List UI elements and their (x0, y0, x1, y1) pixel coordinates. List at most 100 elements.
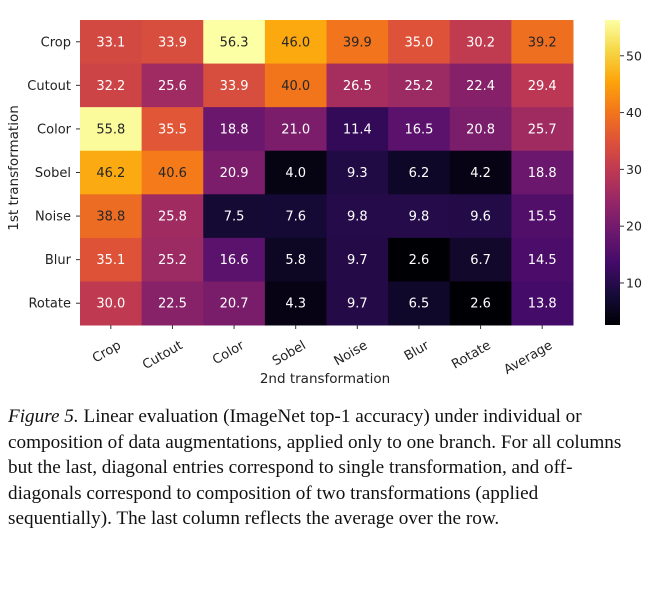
heatmap-cell (80, 237, 143, 282)
heatmap-cell (326, 107, 389, 152)
cell-value-label: 40.0 (281, 79, 310, 94)
heatmap-cell (141, 107, 204, 152)
heatmap-cell (203, 237, 266, 282)
heatmap-cell (449, 107, 512, 152)
cell-value-label: 32.2 (96, 79, 125, 94)
heatmap-cell (80, 150, 143, 195)
heatmap-cell (511, 63, 574, 108)
cell-value-label: 40.6 (158, 166, 187, 181)
y-tick-label: Rotate (28, 297, 71, 312)
heatmap-cell (80, 63, 143, 108)
cell-value-label: 20.9 (220, 166, 249, 181)
y-tick-label: Sobel (35, 166, 71, 181)
heatmap-cells (80, 20, 574, 326)
colorbar (605, 20, 620, 325)
cell-value-label: 39.9 (343, 35, 372, 50)
cell-value-label: 9.7 (347, 253, 368, 268)
heatmap-cell (203, 20, 266, 65)
heatmap-cell (511, 107, 574, 152)
heatmap-cell (511, 237, 574, 282)
cell-value-label: 30.0 (96, 297, 125, 312)
heatmap-cell (326, 237, 389, 282)
x-tick-label: Average (501, 338, 555, 378)
cell-value-label: 6.2 (409, 166, 430, 181)
x-tick-label: Noise (332, 338, 371, 369)
heatmap-cell (388, 20, 451, 65)
colorbar-tick-label: 30 (626, 162, 642, 177)
cell-value-label: 33.9 (220, 79, 249, 94)
heatmap-cell (449, 20, 512, 65)
heatmap-cell (203, 281, 266, 326)
y-tick-labels: Crop Cutout Color Sobel Noise Blur Rotate (27, 35, 80, 312)
heatmap-cell (264, 20, 327, 65)
cell-value-label: 25.2 (158, 253, 187, 268)
x-axis-label: 2nd transformation (260, 371, 390, 387)
x-tick-label: Sobel (270, 338, 309, 369)
figure-caption: Figure 5. Linear evaluation (ImageNet to… (8, 404, 640, 532)
cell-value-label: 29.4 (528, 79, 557, 94)
y-tick-label: Color (37, 122, 72, 137)
heatmap-cell (388, 107, 451, 152)
cell-value-label: 33.9 (158, 35, 187, 50)
cell-value-label: 20.8 (466, 122, 495, 137)
heatmap-cell (326, 194, 389, 239)
colorbar-ticks: 10 20 30 40 50 (620, 48, 642, 290)
x-tick-label: Blur (402, 338, 433, 364)
cell-value-label: 11.4 (343, 122, 372, 137)
cell-value-label: 22.4 (466, 79, 495, 94)
cell-value-label: 46.2 (96, 166, 125, 181)
x-tick-label: Cutout (140, 338, 185, 373)
heatmap-cell (80, 20, 143, 65)
heatmap-cell (80, 107, 143, 152)
cell-value-label: 18.8 (528, 166, 557, 181)
heatmap-cell (388, 150, 451, 195)
heatmap-cell (449, 150, 512, 195)
cell-value-label: 21.0 (281, 122, 310, 137)
cell-value-label: 25.8 (158, 210, 187, 225)
cell-value-label: 2.6 (470, 297, 491, 312)
heatmap-cell (326, 150, 389, 195)
y-tick-label: Crop (41, 35, 71, 50)
cell-value-label: 9.3 (347, 166, 368, 181)
y-tick-label: Noise (35, 210, 71, 225)
x-tick-label: Rotate (449, 338, 493, 372)
cell-value-label: 7.6 (285, 210, 306, 225)
x-tick-label: Crop (90, 338, 124, 366)
heatmap-cell (388, 194, 451, 239)
heatmap-cell (203, 63, 266, 108)
cell-value-label: 39.2 (528, 35, 557, 50)
cell-value-label: 22.5 (158, 297, 187, 312)
heatmap-cell (511, 281, 574, 326)
cell-value-label: 15.5 (528, 210, 557, 225)
heatmap-cell (326, 20, 389, 65)
cell-value-label: 46.0 (281, 35, 310, 50)
cell-value-label: 35.1 (96, 253, 125, 268)
heatmap-cell (264, 150, 327, 195)
cell-value-label: 30.2 (466, 35, 495, 50)
heatmap-cell (203, 194, 266, 239)
cell-value-label: 9.8 (409, 210, 430, 225)
cell-value-label: 25.2 (404, 79, 433, 94)
heatmap-cell (388, 237, 451, 282)
heatmap-cell (449, 237, 512, 282)
cell-value-label: 25.6 (158, 79, 187, 94)
colorbar-tick-label: 40 (626, 105, 642, 120)
heatmap-cell (141, 150, 204, 195)
cell-value-label: 56.3 (220, 35, 249, 50)
cell-value-label: 26.5 (343, 79, 372, 94)
heatmap-cell (141, 20, 204, 65)
heatmap-cell (388, 63, 451, 108)
heatmap-cell (511, 194, 574, 239)
y-tick-label: Cutout (27, 79, 71, 94)
heatmap-cell (449, 281, 512, 326)
cell-value-label: 7.5 (224, 210, 245, 225)
cell-value-label: 55.8 (96, 122, 125, 137)
cell-value-label: 4.0 (285, 166, 306, 181)
cell-value-label: 25.7 (528, 122, 557, 137)
cell-value-label: 14.5 (528, 253, 557, 268)
heatmap-cell (141, 237, 204, 282)
heatmap-cell-labels: 33.1 33.9 56.3 46.0 39.9 35.0 30.2 39.2 32.2 25.6… (96, 35, 556, 311)
x-tick-labels: Crop Cutout Color Sobel Noise Blur Rotate Avera… (90, 325, 555, 378)
heatmap-cell (80, 281, 143, 326)
cell-value-label: 20.7 (220, 297, 249, 312)
